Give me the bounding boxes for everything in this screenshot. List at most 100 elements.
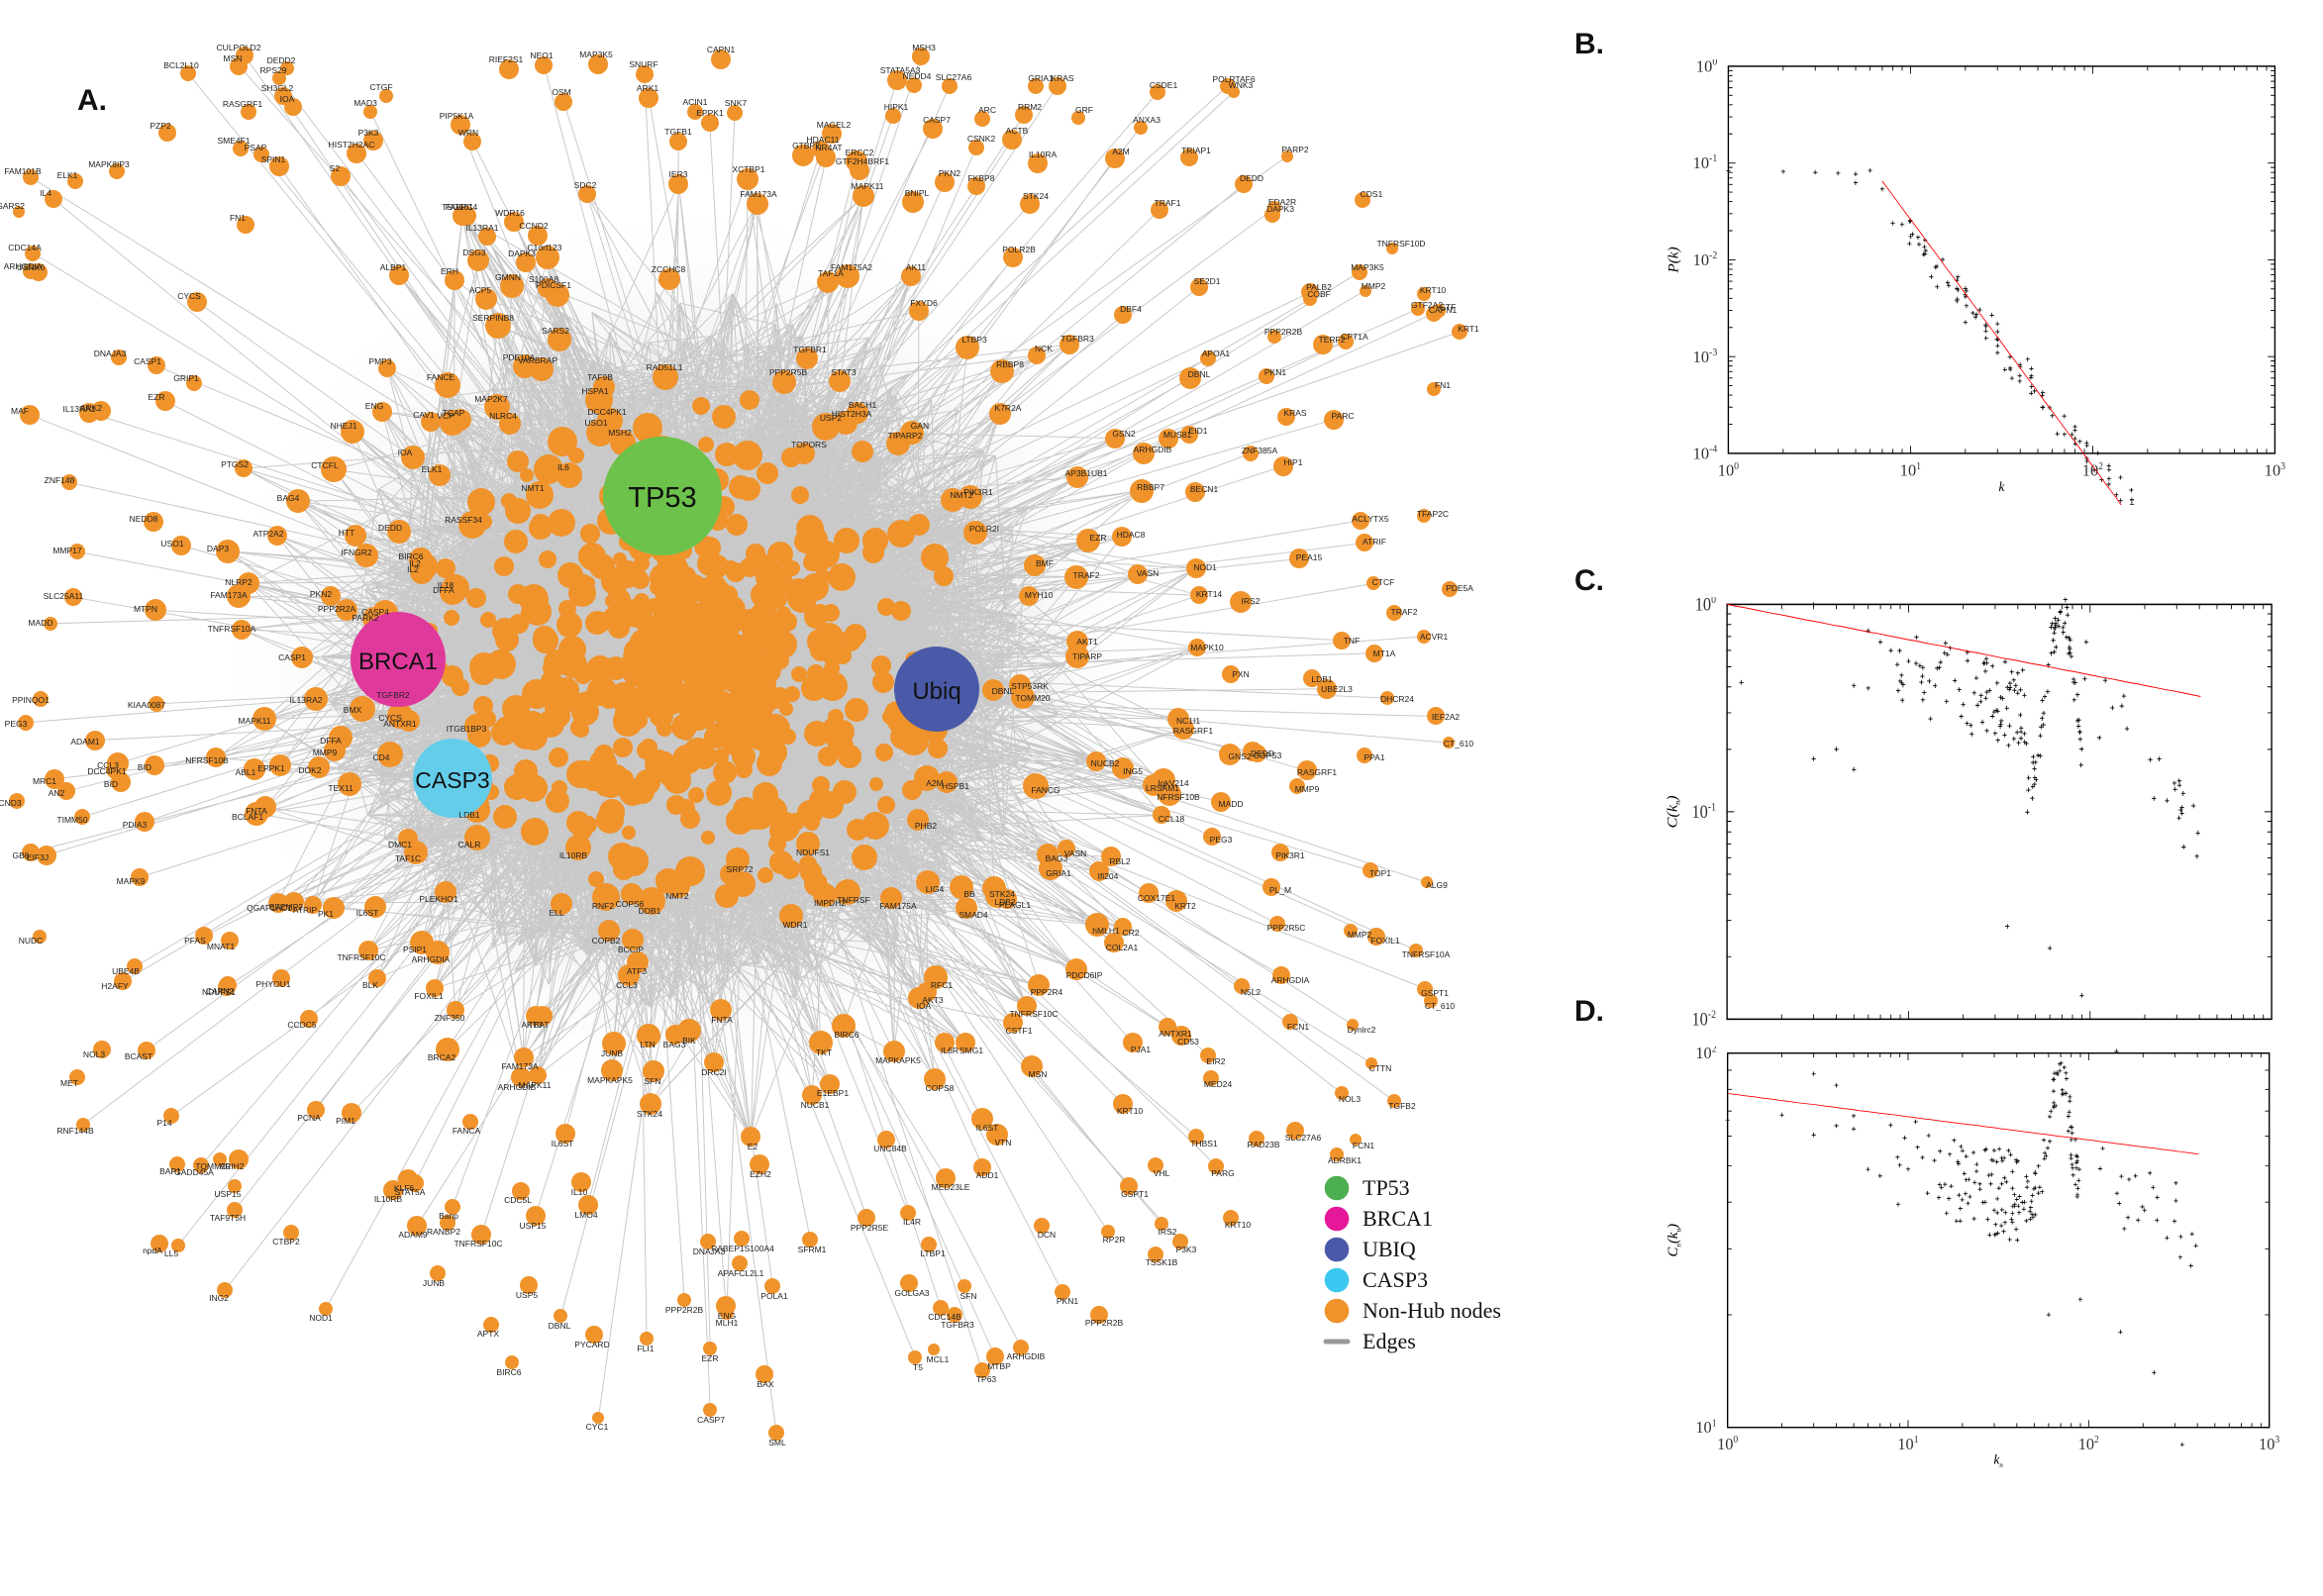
svg-text:RASGRF1: RASGRF1	[223, 99, 262, 109]
svg-text:NOL3: NOL3	[1339, 1094, 1361, 1104]
svg-text:AKT1: AKT1	[1076, 637, 1098, 647]
svg-text:ARHGDIB: ARHGDIB	[1007, 1351, 1046, 1361]
svg-text:CT_610: CT_610	[1444, 739, 1474, 748]
svg-text:APOA1: APOA1	[1202, 349, 1231, 358]
svg-text:NCK: NCK	[1035, 344, 1053, 353]
svg-text:SFRM1: SFRM1	[798, 1245, 827, 1254]
svg-text:TOP1: TOP1	[1369, 868, 1391, 878]
svg-text:SFN: SFN	[645, 1076, 661, 1086]
svg-text:CYCS: CYCS	[378, 713, 402, 723]
svg-text:ALG9: ALG9	[1426, 880, 1448, 890]
svg-text:101: 101	[1696, 1418, 1717, 1437]
svg-text:BIRC6: BIRC6	[496, 1367, 521, 1377]
svg-text:THBS1: THBS1	[1190, 1139, 1218, 1148]
svg-text:MMP9: MMP9	[1295, 784, 1320, 794]
svg-text:MSN: MSN	[224, 53, 243, 63]
svg-text:GMNN: GMNN	[495, 272, 521, 282]
svg-text:SFN: SFN	[960, 1291, 977, 1301]
svg-text:EIR2: EIR2	[1207, 1056, 1226, 1066]
svg-text:SH3GL2: SH3GL2	[261, 83, 294, 93]
svg-text:TIMM50: TIMM50	[56, 815, 87, 825]
svg-text:CASP3: CASP3	[1363, 1267, 1428, 1292]
svg-text:PEA15: PEA15	[1296, 552, 1323, 562]
svg-text:TP53: TP53	[1363, 1175, 1410, 1200]
svg-text:NDUFS1: NDUFS1	[796, 848, 830, 857]
svg-text:PHB2: PHB2	[915, 821, 937, 831]
svg-text:IL6ST: IL6ST	[552, 1139, 574, 1148]
svg-text:DEDD: DEDD	[378, 523, 402, 533]
svg-text:100: 100	[1717, 460, 1738, 479]
svg-text:MAPKAPK5: MAPKAPK5	[587, 1075, 633, 1085]
svg-text:JUNB: JUNB	[601, 1048, 624, 1058]
svg-text:DDB1: DDB1	[639, 906, 661, 916]
svg-text:FNTA: FNTA	[246, 806, 267, 816]
svg-text:CASP4: CASP4	[361, 607, 389, 617]
svg-text:PL_M: PL_M	[1269, 885, 1291, 895]
svg-text:BNIPL: BNIPL	[905, 188, 930, 198]
svg-text:FAM101B: FAM101B	[4, 166, 42, 176]
svg-text:MAP3K5: MAP3K5	[1351, 262, 1384, 272]
svg-text:CTGF: CTGF	[369, 82, 392, 92]
svg-text:TAF9B: TAF9B	[587, 372, 613, 382]
svg-text:GRIP1: GRIP1	[173, 373, 199, 383]
svg-text:LIG4: LIG4	[926, 884, 945, 894]
svg-text:IL6R: IL6R	[941, 1046, 959, 1055]
svg-text:MAPK11: MAPK11	[519, 1080, 552, 1090]
svg-text:N5L2: N5L2	[1241, 987, 1262, 997]
svg-text:IRS2: IRS2	[1159, 1227, 1177, 1237]
svg-text:RBBP7: RBBP7	[1137, 482, 1164, 492]
svg-text:SE2D1: SE2D1	[1194, 276, 1221, 286]
svg-text:ING2: ING2	[209, 1293, 229, 1303]
svg-text:HIST2H3A: HIST2H3A	[832, 409, 872, 419]
svg-text:NOD1: NOD1	[309, 1313, 333, 1323]
svg-text:LMO4: LMO4	[574, 1210, 597, 1220]
svg-text:BRCA1: BRCA1	[358, 648, 438, 675]
svg-text:CT_610: CT_610	[1425, 1001, 1456, 1011]
svg-text:RPS29: RPS29	[260, 65, 287, 75]
svg-text:TOMM20: TOMM20	[1015, 693, 1051, 703]
svg-text:CCND2: CCND2	[519, 221, 549, 231]
svg-text:MSN: MSN	[1029, 1069, 1048, 1079]
svg-text:TAF9T5H: TAF9T5H	[210, 1213, 246, 1223]
svg-text:BAG3: BAG3	[1046, 853, 1068, 863]
svg-text:FAM173A: FAM173A	[501, 1061, 539, 1071]
svg-text:kn: kn	[1994, 1452, 2004, 1470]
svg-text:ARC: ARC	[978, 105, 996, 115]
svg-text:BAG4: BAG4	[277, 493, 300, 503]
svg-text:EZH2: EZH2	[750, 1169, 771, 1179]
svg-text:IL10RB: IL10RB	[559, 850, 588, 860]
svg-text:ARHGDIB: ARHGDIB	[1134, 445, 1172, 454]
svg-text:FANCG: FANCG	[1031, 785, 1060, 795]
svg-text:RAD23B: RAD23B	[1247, 1140, 1279, 1149]
svg-text:BCCIP: BCCIP	[618, 945, 644, 954]
svg-text:IL10RB: IL10RB	[374, 1194, 403, 1204]
svg-text:ARHGDIA: ARHGDIA	[4, 261, 43, 271]
svg-text:RNF144B: RNF144B	[56, 1126, 94, 1136]
svg-text:NC1I1: NC1I1	[1176, 716, 1200, 726]
svg-text:PARP2: PARP2	[1281, 145, 1309, 154]
svg-text:CTCFL: CTCFL	[311, 460, 339, 470]
svg-text:SDC2: SDC2	[574, 180, 597, 190]
svg-text:MUS81: MUS81	[1163, 430, 1192, 440]
svg-text:MTBP: MTBP	[987, 1361, 1011, 1371]
svg-text:BID: BID	[138, 762, 152, 772]
svg-text:TIPARP: TIPARP	[1072, 651, 1102, 661]
svg-text:TKT: TKT	[816, 1047, 832, 1057]
svg-text:ACTB: ACTB	[1006, 126, 1029, 136]
svg-text:USO1: USO1	[584, 418, 607, 428]
svg-text:NHEJ1: NHEJ1	[331, 421, 357, 431]
svg-text:NDUFS1: NDUFS1	[202, 987, 236, 997]
svg-text:TRAF2: TRAF2	[1073, 570, 1100, 580]
svg-text:FLI1: FLI1	[637, 1344, 654, 1353]
svg-text:ACIN1: ACIN1	[682, 97, 707, 107]
svg-text:ABL1: ABL1	[236, 767, 256, 777]
svg-text:E1EBP1: E1EBP1	[817, 1088, 849, 1098]
svg-text:ELK1: ELK1	[57, 170, 78, 180]
svg-text:npdA: npdA	[143, 1246, 162, 1255]
svg-text:EIF3J: EIF3J	[27, 852, 49, 862]
svg-text:RIEF2S1: RIEF2S1	[489, 54, 524, 64]
svg-text:MNAT1: MNAT1	[207, 942, 235, 951]
svg-text:ARK1: ARK1	[637, 83, 658, 93]
svg-text:ANTXR1: ANTXR1	[1159, 1029, 1192, 1039]
svg-text:MYH10: MYH10	[1025, 590, 1054, 600]
